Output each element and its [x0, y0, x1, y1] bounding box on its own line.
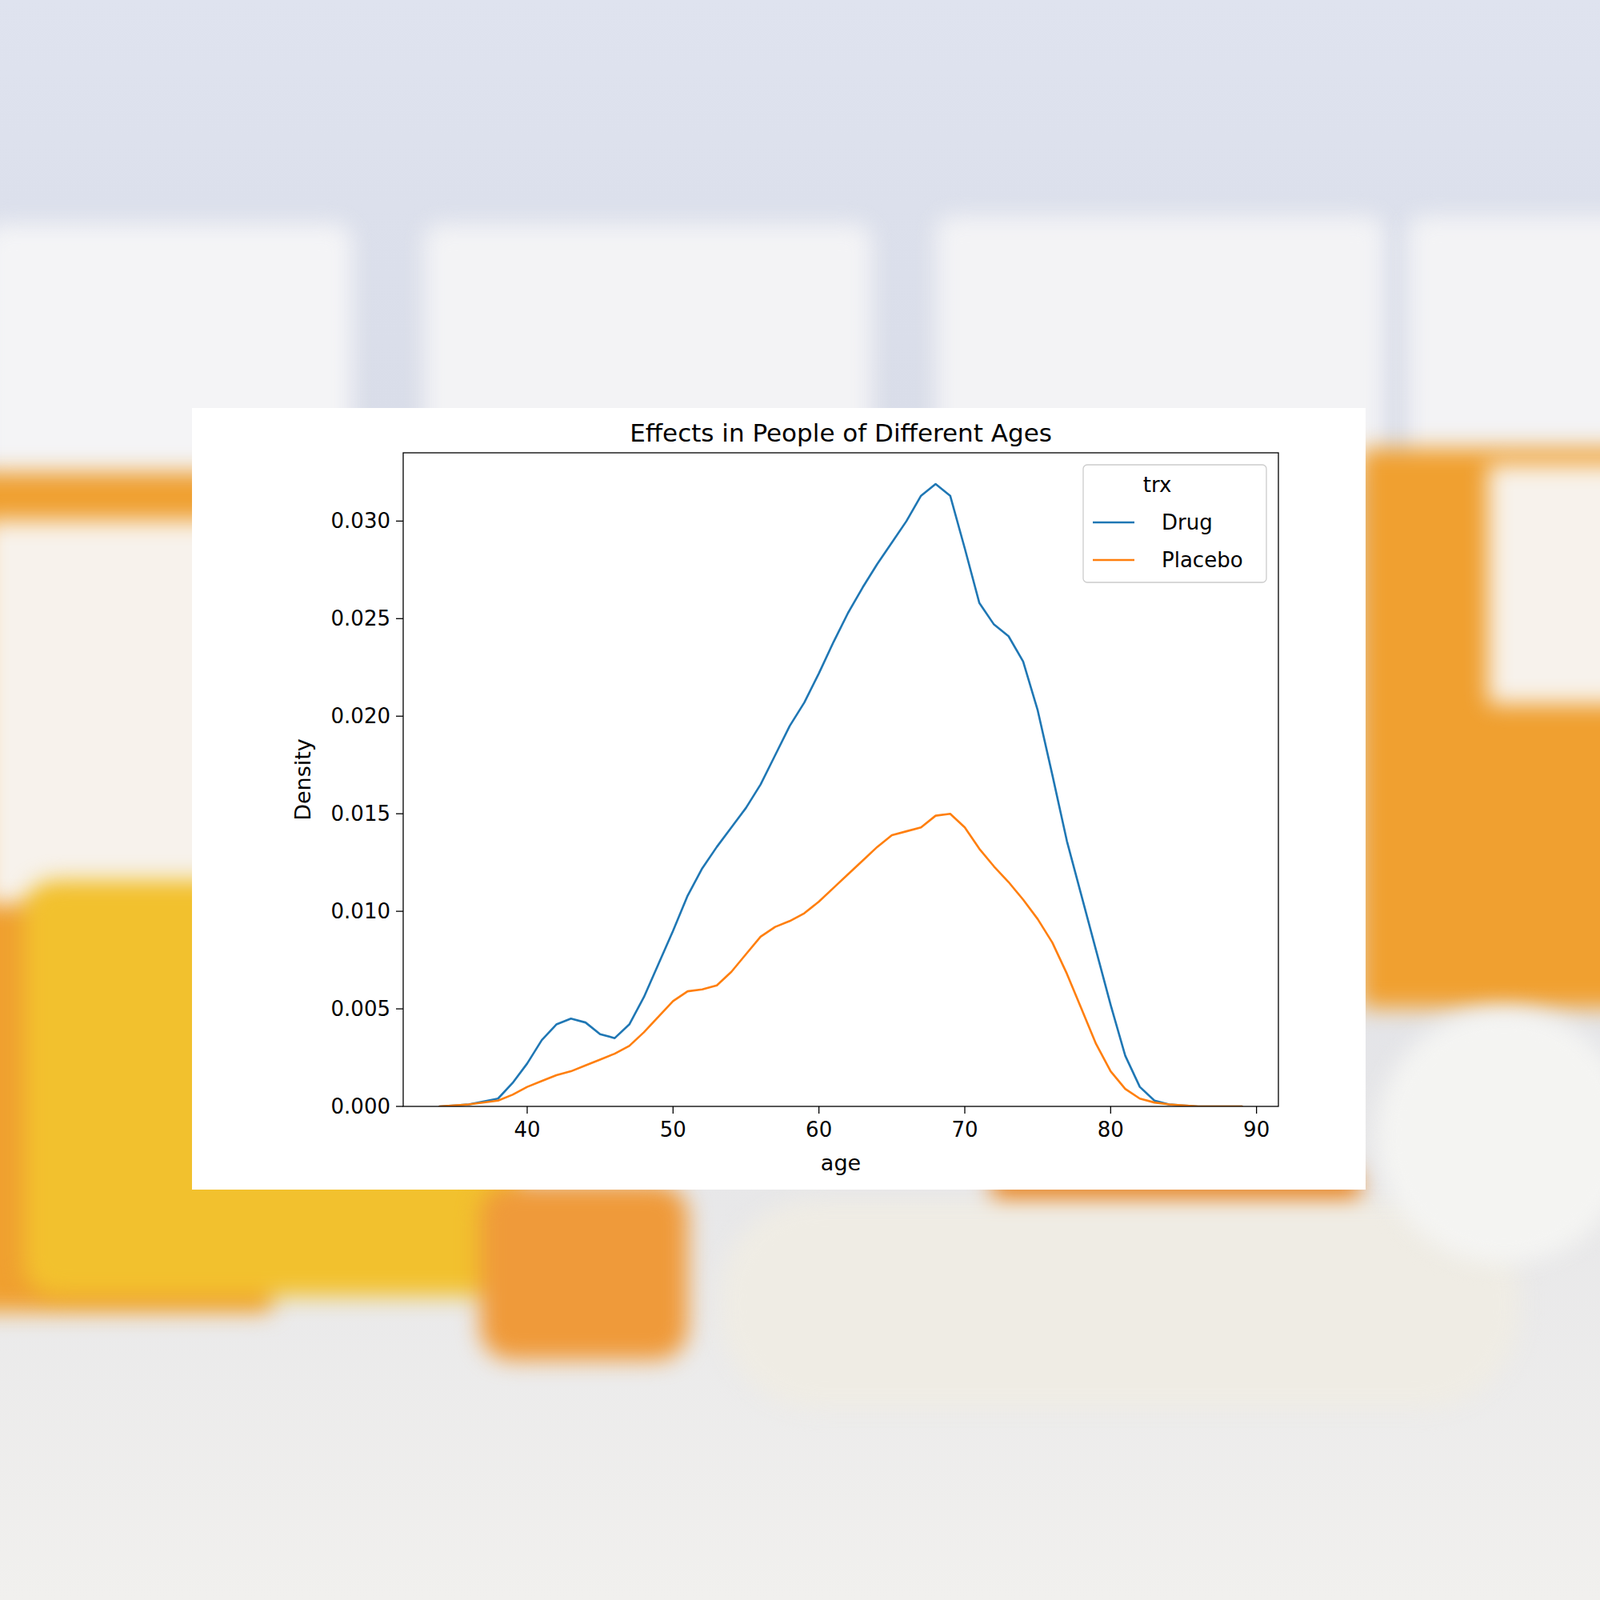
legend-swatch: [1092, 521, 1135, 524]
x-tick: [526, 1106, 528, 1114]
bottle-label: [0, 520, 224, 904]
legend-label: Placebo: [1161, 548, 1244, 572]
y-tick: [396, 1008, 404, 1009]
y-tick-label: 0.020: [331, 704, 391, 728]
pills: [720, 1200, 1520, 1408]
x-tick-label: 50: [660, 1117, 687, 1142]
x-tick-label: 70: [951, 1117, 978, 1142]
bottle: [480, 1184, 688, 1360]
x-tick: [672, 1106, 674, 1114]
y-tick: [396, 716, 404, 717]
y-tick: [396, 813, 404, 815]
y-tick-label: 0.015: [331, 801, 391, 826]
figure-background: [192, 408, 1366, 1190]
y-tick: [396, 520, 404, 522]
x-tick-label: 90: [1243, 1117, 1270, 1142]
x-tick: [964, 1106, 965, 1114]
y-tick-label: 0.000: [331, 1094, 391, 1119]
x-tick: [818, 1106, 820, 1114]
legend-title: trx: [1143, 472, 1172, 497]
y-tick: [396, 1105, 404, 1107]
y-tick: [396, 910, 404, 912]
y-tick-label: 0.025: [331, 606, 391, 631]
bottle-cap: [1408, 216, 1600, 480]
x-tick-label: 40: [513, 1117, 540, 1142]
kde-line: [440, 813, 1243, 1107]
x-tick-label: 60: [805, 1117, 832, 1142]
title: Effects in People of Different Ages: [629, 418, 1052, 448]
legend-label: Drug: [1161, 510, 1213, 535]
y-tick-label: 0.010: [331, 899, 391, 924]
plot-frame: [403, 452, 1279, 1107]
bottle-label: [1488, 464, 1600, 704]
y-axis-label: Density: [290, 738, 316, 821]
y-tick: [396, 618, 404, 620]
x-axis-label: age: [820, 1150, 861, 1176]
y-tick-label: 0.005: [331, 996, 391, 1021]
legend-swatch: [1092, 559, 1135, 562]
x-tick: [1256, 1106, 1257, 1114]
y-tick-label: 0.030: [331, 508, 391, 533]
legend: trx Drug Placebo: [1083, 464, 1267, 583]
chart: 40 50 60 70 80 90 0.000 0.005 0.010 0.015 0.020 0.0…: [0, 0, 1600, 1600]
legend-box: [1083, 464, 1267, 583]
x-tick: [1110, 1106, 1112, 1114]
x-tick-label: 80: [1097, 1117, 1124, 1142]
